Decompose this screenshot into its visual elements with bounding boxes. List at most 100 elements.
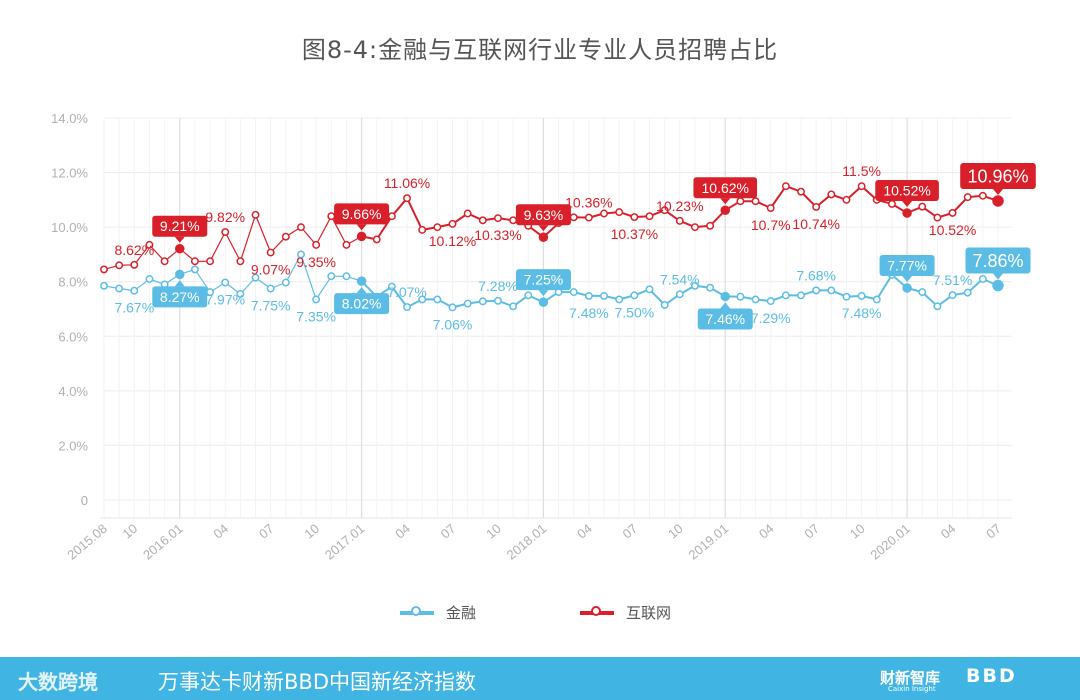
callout-box [965, 247, 1031, 274]
y-tick-label: 0 [81, 493, 88, 508]
data-point [342, 272, 351, 281]
x-tick-label: 07 [620, 521, 641, 542]
data-label: 9.63% [524, 207, 564, 223]
x-tick-label: 04 [210, 521, 231, 542]
data-point [387, 282, 396, 291]
data-point [842, 292, 851, 301]
data-label-callout: 7.86% [965, 247, 1031, 280]
callout-box [697, 308, 753, 330]
data-point [403, 303, 412, 312]
data-label: 10.52% [883, 182, 930, 198]
legend-item-finance[interactable]: 金融 [400, 602, 476, 623]
data-point [236, 257, 245, 266]
data-point [175, 243, 185, 254]
data-point [615, 208, 624, 217]
callout-pointer [902, 275, 913, 282]
data-point [766, 204, 775, 212]
data-point [221, 228, 230, 237]
data-point [100, 265, 108, 274]
data-point [948, 291, 957, 300]
data-point [327, 212, 336, 221]
data-label: 7.67% [114, 300, 154, 316]
data-point [992, 195, 1004, 207]
x-tick-label: 07 [438, 521, 459, 542]
x-tick-label: 2017.01 [322, 521, 368, 563]
data-point [781, 291, 790, 300]
data-point [690, 281, 699, 290]
data-point [857, 291, 866, 300]
data-label-callout: 10.96% [960, 162, 1036, 195]
data-point [356, 276, 367, 286]
data-point [569, 288, 578, 297]
data-point [827, 190, 836, 199]
data-label-callout: 9.21% [152, 215, 208, 243]
x-tick-label: 07 [801, 521, 822, 542]
data-label: 7.28% [478, 278, 518, 294]
data-point [538, 232, 549, 242]
data-point [812, 203, 821, 211]
x-tick-label: 10 [120, 521, 141, 542]
data-point [418, 225, 427, 234]
series-line-early [103, 214, 362, 270]
data-point [206, 257, 215, 266]
data-label: 8.62% [114, 242, 154, 258]
data-point [569, 213, 578, 222]
footer-banner: 大数跨境 万事达卡财新BBD中国新经济指数 财新智库 Caixin Insigh… [0, 657, 1080, 700]
data-point [356, 231, 367, 242]
data-point [342, 240, 351, 249]
legend-swatch-internet [580, 605, 614, 616]
data-point [251, 210, 260, 219]
data-point [372, 235, 381, 244]
data-label-callout: 7.25% [515, 269, 571, 297]
callout-pointer [356, 287, 367, 294]
legend-item-internet[interactable]: 互联网 [580, 602, 671, 623]
data-point [524, 291, 533, 300]
x-tick-label: 04 [938, 521, 959, 542]
data-point [645, 212, 654, 221]
bbd-logo: BBD [966, 665, 1017, 687]
legend-label-internet: 互联网 [626, 604, 672, 622]
data-point [615, 295, 624, 304]
data-point [797, 187, 805, 196]
data-point [963, 288, 972, 297]
callout-box [334, 203, 390, 225]
data-point [781, 182, 790, 191]
data-point [918, 202, 927, 211]
callout-pointer [993, 273, 1003, 280]
data-point [145, 275, 154, 283]
x-tick-label: 04 [756, 521, 777, 542]
data-point [690, 223, 699, 232]
data-point [736, 292, 745, 301]
data-point [720, 205, 731, 215]
data-point [266, 284, 275, 293]
data-label: 11.06% [384, 175, 430, 191]
data-point [145, 240, 154, 249]
data-label: 7.97% [205, 292, 245, 308]
x-tick-label: 10 [483, 521, 504, 542]
data-label: 7.48% [569, 305, 609, 321]
callout-pointer [993, 188, 1003, 195]
data-label: 10.33% [474, 227, 521, 243]
data-point [797, 291, 805, 300]
data-point [963, 193, 972, 202]
data-label: 7.50% [614, 304, 654, 320]
data-label: 7.68% [796, 267, 836, 283]
data-point [494, 214, 502, 223]
data-label: 10.52% [929, 222, 976, 238]
x-tick-label: 07 [256, 521, 277, 542]
data-point [115, 284, 124, 293]
data-label-callout: 7.77% [879, 254, 935, 282]
x-tick-label: 2018.01 [504, 521, 550, 563]
x-tick-label: 04 [574, 521, 595, 542]
data-point [494, 296, 502, 305]
data-point [403, 194, 412, 203]
data-point [902, 283, 912, 293]
caixin-insight-logo: 财新智库 [880, 669, 941, 687]
data-point [660, 300, 669, 309]
data-label: 10.37% [611, 226, 658, 242]
data-point [463, 299, 472, 308]
data-label: 7.06% [433, 316, 473, 332]
data-point [236, 290, 245, 298]
data-point [509, 216, 518, 225]
data-point [600, 209, 608, 218]
